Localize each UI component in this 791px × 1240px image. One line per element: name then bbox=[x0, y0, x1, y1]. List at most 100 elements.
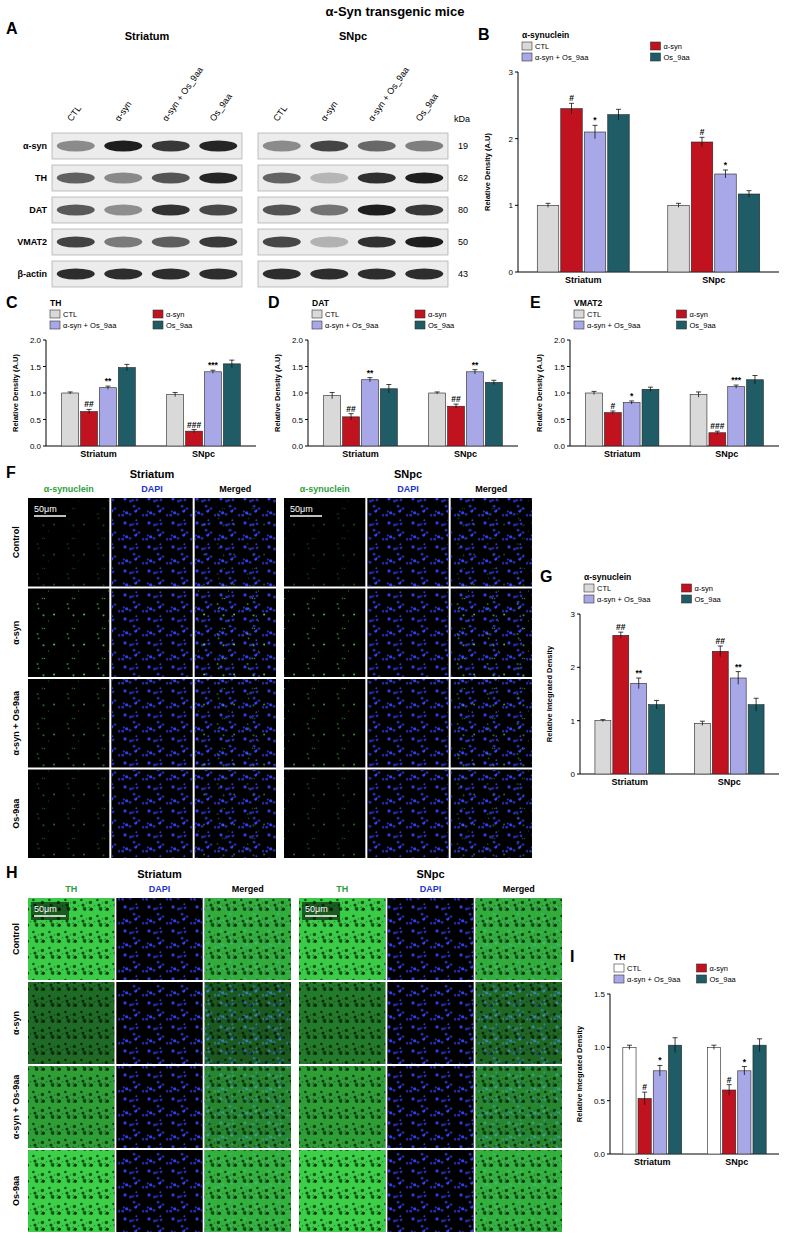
legend-swatch bbox=[584, 595, 594, 603]
dapi-channel bbox=[476, 1066, 562, 1148]
error-line bbox=[631, 401, 632, 404]
channel-header: TH bbox=[336, 884, 348, 894]
error-line bbox=[744, 1067, 745, 1076]
panel-letter: G bbox=[540, 568, 552, 585]
error-line bbox=[456, 404, 457, 408]
plot-area bbox=[324, 370, 503, 446]
error-line bbox=[388, 385, 389, 393]
error-bar bbox=[754, 698, 759, 711]
row-label: Control bbox=[11, 923, 21, 955]
plot-area bbox=[537, 103, 759, 272]
bar bbox=[223, 364, 240, 446]
blot-band bbox=[152, 269, 190, 280]
dapi-channel bbox=[387, 1150, 473, 1232]
bar bbox=[668, 205, 689, 272]
y-tick bbox=[567, 393, 570, 394]
error-line bbox=[754, 376, 755, 384]
error-line bbox=[725, 170, 726, 178]
bar bbox=[747, 380, 764, 446]
panel-letter: F bbox=[6, 464, 16, 481]
y-axis-title: Relative Density (A.U) bbox=[273, 354, 282, 432]
dapi-channel bbox=[205, 1066, 291, 1148]
error-line bbox=[126, 364, 127, 370]
error-line bbox=[713, 1045, 714, 1049]
blot-strip bbox=[258, 261, 448, 287]
y-tick bbox=[515, 138, 518, 139]
y-tick-label: 1 bbox=[509, 201, 514, 210]
error-line bbox=[194, 430, 195, 433]
y-tick-label: 3 bbox=[509, 68, 514, 77]
dapi-channel bbox=[205, 1150, 291, 1232]
blot-band bbox=[152, 173, 190, 184]
signal-channel bbox=[284, 498, 365, 587]
error-line bbox=[369, 378, 370, 382]
significance: * bbox=[658, 1055, 662, 1065]
error-bar bbox=[87, 409, 92, 413]
y-tick-label: 0.5 bbox=[30, 416, 42, 425]
legend-swatch bbox=[415, 310, 425, 318]
error-bar bbox=[124, 364, 129, 370]
legend-swatch bbox=[651, 53, 661, 61]
bar bbox=[205, 372, 222, 446]
error-bar bbox=[616, 109, 621, 120]
error-bar bbox=[610, 411, 615, 414]
y-tick bbox=[305, 340, 308, 341]
y-axis bbox=[518, 72, 519, 272]
blot-band bbox=[263, 141, 301, 152]
error-bar bbox=[546, 203, 551, 207]
image-tile bbox=[476, 1066, 562, 1148]
chart: ITHCTLα-synα-syn + Os_9aaOs_9aa0.00.51.0… bbox=[570, 948, 779, 1167]
region-header: Striatum bbox=[125, 30, 170, 42]
y-tick-label: 0.0 bbox=[30, 442, 42, 451]
bar bbox=[690, 395, 707, 446]
x-tick-label: SNpc bbox=[192, 449, 215, 459]
row-label: α-syn bbox=[23, 141, 47, 151]
y-tick bbox=[305, 393, 308, 394]
image-tile bbox=[205, 982, 291, 1064]
blot-band bbox=[405, 173, 443, 184]
panel-letter: B bbox=[478, 26, 490, 43]
error-bar bbox=[491, 380, 496, 384]
bar bbox=[753, 1045, 766, 1154]
signal-channel bbox=[195, 679, 276, 768]
legend-swatch bbox=[614, 964, 624, 972]
blot-band bbox=[57, 237, 95, 248]
error-bar bbox=[210, 370, 215, 373]
image-tile bbox=[451, 679, 532, 768]
y-tick bbox=[607, 1047, 610, 1048]
signal-channel bbox=[451, 589, 532, 678]
bar bbox=[748, 705, 764, 774]
signal-channel bbox=[195, 589, 276, 678]
legend-swatch bbox=[312, 310, 322, 318]
y-tick bbox=[607, 1100, 610, 1101]
row-label: Os-9aa bbox=[11, 798, 21, 829]
error-cap bbox=[752, 375, 757, 376]
legend-entry: α-syn + Os_9aa bbox=[597, 595, 651, 604]
y-tick-label: 0.0 bbox=[554, 442, 566, 451]
dapi-channel bbox=[111, 589, 192, 678]
dapi-channel bbox=[451, 679, 532, 768]
channel-header: DAPI bbox=[397, 484, 419, 494]
error-cap bbox=[491, 380, 496, 381]
lane-label: CTL bbox=[65, 103, 83, 123]
error-cap bbox=[757, 1038, 762, 1039]
y-tick bbox=[43, 340, 46, 341]
blot-strip bbox=[258, 197, 448, 223]
error-cap bbox=[600, 719, 605, 720]
bar bbox=[723, 1090, 736, 1154]
dapi-channel bbox=[195, 770, 276, 859]
significance: ## bbox=[451, 394, 461, 404]
error-bar bbox=[711, 1045, 716, 1049]
error-line bbox=[678, 203, 679, 207]
error-bar bbox=[330, 392, 335, 398]
error-line bbox=[748, 191, 749, 198]
image-tile bbox=[476, 1150, 562, 1232]
bar bbox=[584, 132, 605, 272]
blot-band bbox=[358, 173, 396, 184]
signal-channel bbox=[299, 1066, 385, 1148]
signal-channel bbox=[284, 589, 365, 678]
scale-bar-patch bbox=[31, 502, 69, 520]
legend-swatch bbox=[677, 310, 687, 318]
bar bbox=[429, 393, 446, 446]
blot-band bbox=[310, 173, 348, 184]
